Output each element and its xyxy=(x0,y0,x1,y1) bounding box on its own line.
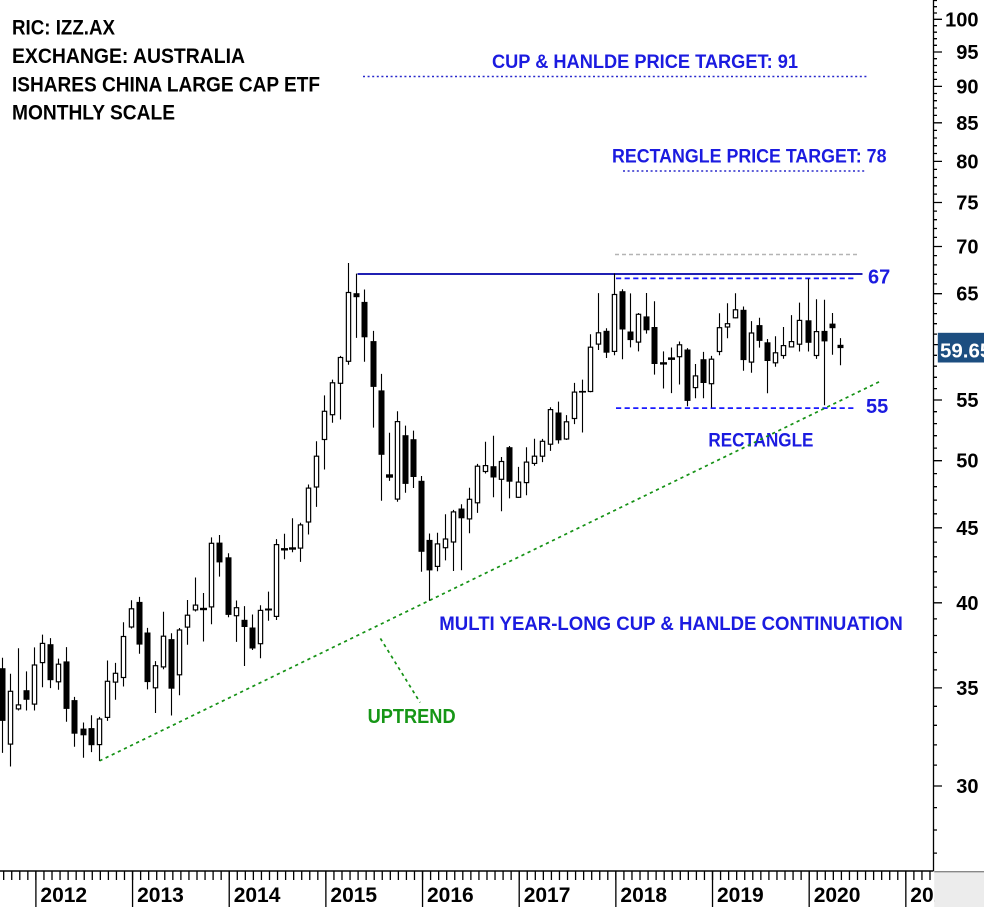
svg-text:MONTHLY SCALE: MONTHLY SCALE xyxy=(12,102,175,125)
svg-text:65: 65 xyxy=(956,284,978,306)
svg-text:2012: 2012 xyxy=(40,884,87,907)
svg-text:2016: 2016 xyxy=(427,884,474,907)
svg-text:2020: 2020 xyxy=(814,884,861,907)
svg-text:2018: 2018 xyxy=(620,884,667,907)
svg-text:2019: 2019 xyxy=(717,884,764,907)
svg-text:MULTI YEAR-LONG CUP & HANLDE C: MULTI YEAR-LONG CUP & HANLDE CONTINUATIO… xyxy=(439,613,903,635)
svg-text:RIC: IZZ.AX: RIC: IZZ.AX xyxy=(12,17,115,40)
svg-text:RECTANGLE PRICE TARGET: 78: RECTANGLE PRICE TARGET: 78 xyxy=(612,146,887,168)
svg-text:EXCHANGE: AUSTRALIA: EXCHANGE: AUSTRALIA xyxy=(12,45,245,68)
svg-text:95: 95 xyxy=(956,42,978,64)
svg-text:50: 50 xyxy=(956,451,978,473)
svg-text:2017: 2017 xyxy=(524,884,571,907)
svg-text:59.65: 59.65 xyxy=(940,340,984,363)
svg-text:55: 55 xyxy=(866,396,888,418)
svg-text:2015: 2015 xyxy=(330,884,377,907)
svg-text:RECTANGLE: RECTANGLE xyxy=(708,430,813,452)
svg-text:80: 80 xyxy=(956,151,978,173)
svg-text:ISHARES CHINA LARGE CAP ETF: ISHARES CHINA LARGE CAP ETF xyxy=(12,73,320,96)
svg-text:2014: 2014 xyxy=(234,884,281,907)
svg-text:70: 70 xyxy=(956,237,978,259)
svg-text:90: 90 xyxy=(956,76,978,98)
svg-text:UPTREND: UPTREND xyxy=(368,705,456,728)
svg-text:85: 85 xyxy=(956,113,978,135)
svg-text:CUP & HANLDE PRICE TARGET: 91: CUP & HANLDE PRICE TARGET: 91 xyxy=(492,51,798,73)
svg-text:67: 67 xyxy=(868,267,890,289)
svg-text:40: 40 xyxy=(956,593,978,615)
svg-text:45: 45 xyxy=(956,518,978,540)
svg-text:100: 100 xyxy=(945,9,978,31)
svg-text:35: 35 xyxy=(956,678,978,700)
svg-text:2013: 2013 xyxy=(137,884,184,907)
svg-text:55: 55 xyxy=(956,390,978,412)
svg-text:30: 30 xyxy=(956,776,978,798)
svg-text:75: 75 xyxy=(956,193,978,215)
